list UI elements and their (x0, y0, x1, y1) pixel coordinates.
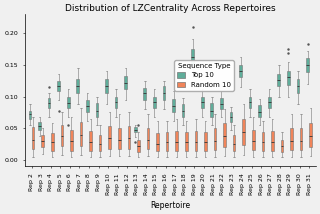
PathPatch shape (300, 128, 302, 150)
PathPatch shape (297, 79, 299, 93)
PathPatch shape (48, 98, 51, 108)
PathPatch shape (230, 112, 232, 122)
PathPatch shape (163, 86, 165, 100)
PathPatch shape (115, 97, 117, 108)
PathPatch shape (252, 130, 255, 150)
PathPatch shape (277, 74, 280, 86)
PathPatch shape (99, 135, 101, 151)
PathPatch shape (156, 133, 159, 151)
PathPatch shape (108, 126, 111, 149)
PathPatch shape (223, 123, 226, 147)
PathPatch shape (214, 128, 216, 150)
PathPatch shape (271, 131, 274, 151)
PathPatch shape (89, 131, 92, 151)
PathPatch shape (242, 119, 245, 145)
PathPatch shape (51, 133, 54, 151)
PathPatch shape (306, 58, 309, 72)
PathPatch shape (191, 49, 194, 65)
Title: Distribution of LZCentrality Across Repertoires: Distribution of LZCentrality Across Repe… (65, 4, 276, 13)
PathPatch shape (127, 126, 130, 149)
PathPatch shape (172, 99, 175, 112)
PathPatch shape (268, 97, 271, 108)
Legend: Top 10, Random 10: Top 10, Random 10 (174, 60, 234, 91)
X-axis label: Repertoire: Repertoire (150, 201, 190, 210)
PathPatch shape (166, 132, 169, 151)
PathPatch shape (182, 104, 184, 117)
PathPatch shape (258, 106, 261, 117)
PathPatch shape (201, 97, 204, 108)
PathPatch shape (204, 132, 207, 151)
PathPatch shape (195, 131, 197, 151)
PathPatch shape (38, 122, 41, 130)
PathPatch shape (32, 127, 35, 149)
PathPatch shape (57, 81, 60, 91)
PathPatch shape (80, 122, 82, 146)
PathPatch shape (134, 127, 137, 132)
PathPatch shape (287, 71, 290, 85)
PathPatch shape (29, 111, 31, 119)
PathPatch shape (290, 128, 293, 150)
PathPatch shape (60, 125, 63, 146)
PathPatch shape (175, 131, 178, 151)
PathPatch shape (239, 65, 242, 77)
PathPatch shape (86, 100, 89, 112)
PathPatch shape (118, 128, 121, 149)
PathPatch shape (281, 140, 283, 153)
PathPatch shape (249, 97, 252, 108)
PathPatch shape (70, 130, 73, 151)
PathPatch shape (185, 132, 188, 151)
PathPatch shape (261, 132, 264, 151)
PathPatch shape (124, 76, 127, 89)
PathPatch shape (105, 79, 108, 93)
PathPatch shape (76, 79, 79, 93)
PathPatch shape (233, 135, 236, 151)
PathPatch shape (137, 140, 140, 153)
PathPatch shape (220, 98, 223, 109)
PathPatch shape (211, 103, 213, 117)
PathPatch shape (41, 135, 44, 147)
PathPatch shape (67, 97, 70, 108)
PathPatch shape (96, 103, 98, 117)
PathPatch shape (143, 88, 146, 100)
PathPatch shape (309, 123, 312, 147)
PathPatch shape (153, 97, 156, 108)
PathPatch shape (147, 128, 149, 149)
